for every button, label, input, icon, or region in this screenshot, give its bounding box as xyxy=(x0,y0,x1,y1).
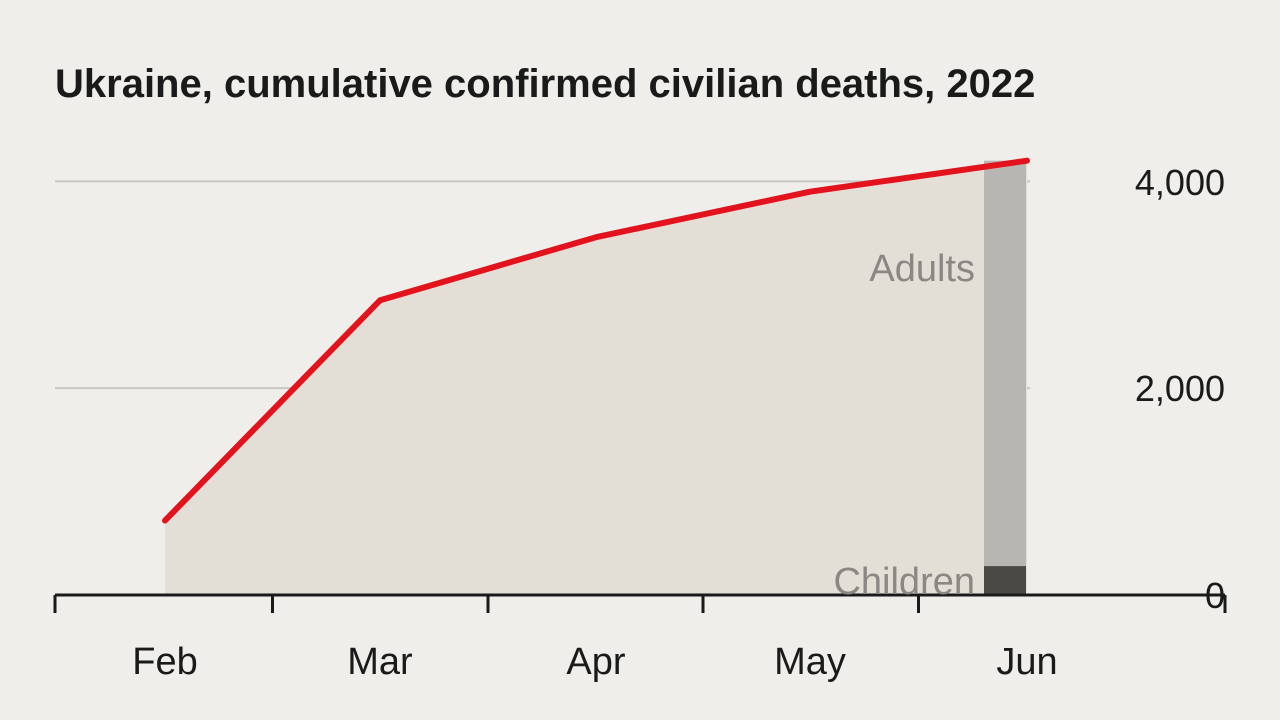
x-tick-label: Apr xyxy=(566,641,625,684)
x-tick-label: Mar xyxy=(347,641,412,684)
y-tick-label: 4,000 xyxy=(1135,162,1225,204)
x-tick-label: Jun xyxy=(996,641,1057,684)
y-tick-label: 2,000 xyxy=(1135,368,1225,410)
chart-title: Ukraine, cumulative confirmed civilian d… xyxy=(55,62,1035,107)
series-label: Children xyxy=(833,561,975,604)
end-bar-segment xyxy=(984,161,1026,566)
series-label: Adults xyxy=(869,248,975,291)
chart-root: Ukraine, cumulative confirmed civilian d… xyxy=(0,0,1280,720)
y-tick-label: 0 xyxy=(1205,575,1225,617)
chart-svg xyxy=(0,0,1280,720)
x-tick-label: May xyxy=(774,641,846,684)
end-bar-segment xyxy=(984,566,1026,595)
x-tick-label: Feb xyxy=(132,641,197,684)
area-fill xyxy=(165,161,1027,595)
